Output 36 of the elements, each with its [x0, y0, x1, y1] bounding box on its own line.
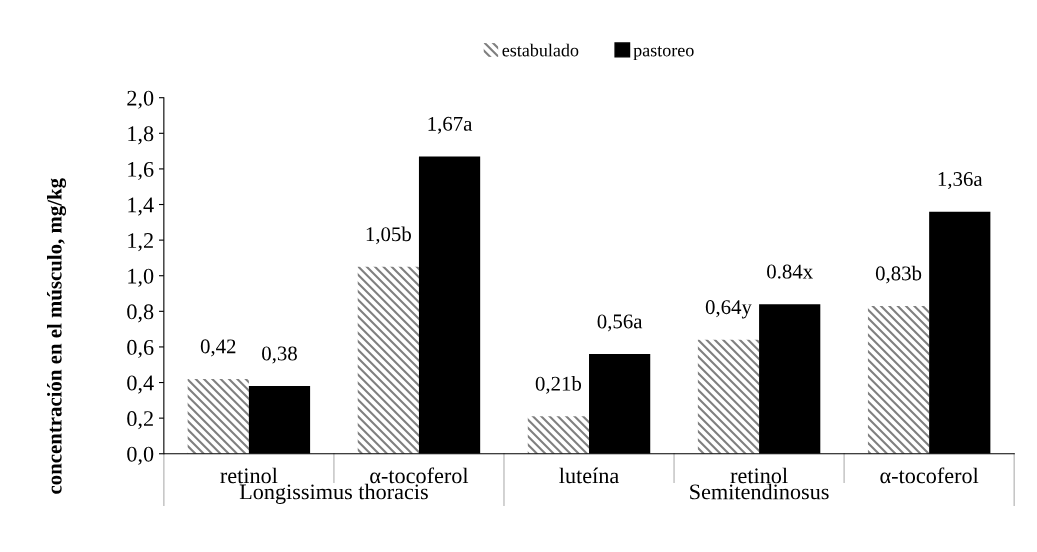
legend-label: pastoreo — [633, 46, 694, 61]
y-tick-label: 0,0 — [127, 446, 154, 465]
y-tick-label: 1,6 — [128, 161, 154, 181]
bar — [187, 378, 249, 454]
y-tick-label: 2,0 — [127, 90, 154, 109]
text: Longissimus thoracis — [239, 483, 428, 504]
x-tick-label: α-tocoferol — [880, 467, 979, 484]
data-label: 0,42 — [200, 339, 236, 357]
x-tick-label: retinol — [220, 467, 278, 484]
data-label: 0.84x — [767, 264, 813, 279]
x-tick-label: retinol — [730, 467, 788, 484]
y-tick-label: 0,4 — [127, 375, 154, 394]
bar — [527, 416, 590, 454]
data-label: 0,64y — [705, 300, 752, 319]
bar — [357, 266, 419, 454]
data-label: 1,05b — [366, 226, 411, 245]
bar — [867, 305, 930, 454]
data-label: 0,56a — [597, 314, 643, 332]
data-label: 0,83b — [875, 265, 922, 284]
y-tick-label: 0,2 — [127, 411, 153, 430]
bar — [697, 339, 760, 454]
data-label: 1,36a — [938, 172, 983, 190]
x-tick-label: α-tocoferol — [370, 467, 469, 484]
y-tick-label: 0,8 — [127, 304, 154, 323]
y-tick-label: 1,4 — [128, 197, 154, 216]
y-tick-label: 0,6 — [127, 339, 154, 359]
y-axis-title: concentración en el músculo, mg/kg — [46, 178, 67, 494]
data-label: 0,21b — [535, 376, 582, 394]
y-tick-label: 1,0 — [128, 268, 154, 287]
y-tick-label: 1,2 — [128, 233, 153, 252]
data-label: 0,38 — [262, 346, 297, 364]
text: Semitendinosus — [690, 483, 829, 500]
data-label: 1,67a — [428, 116, 473, 134]
y-tick-label: 1,8 — [128, 126, 154, 145]
x-tick-label: luteína — [559, 467, 619, 484]
legend-label: estabulado — [502, 43, 579, 57]
